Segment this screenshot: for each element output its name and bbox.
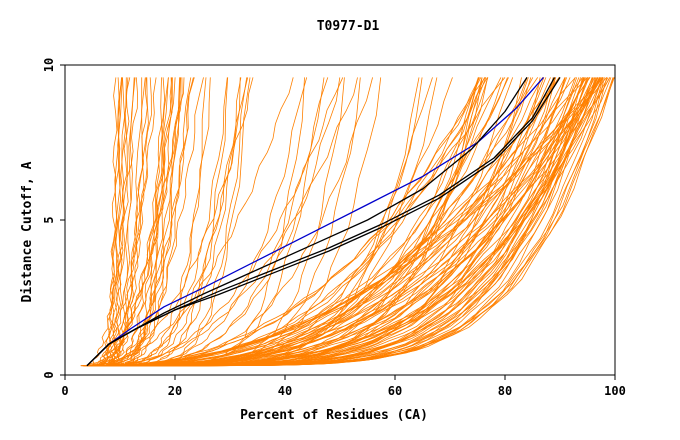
model-curve [98, 77, 607, 367]
x-tick-label: 40 [278, 384, 292, 398]
model-curve [101, 77, 557, 367]
y-axis-label: Distance Cutoff, A [20, 161, 35, 302]
y-tick-label: 5 [42, 216, 56, 223]
y-tick-label: 10 [42, 58, 56, 72]
model-curve [85, 77, 182, 367]
model-curve [86, 77, 576, 367]
model-curve [89, 77, 604, 367]
model-curve [88, 77, 603, 367]
x-tick-label: 20 [168, 384, 182, 398]
y-tick-label: 0 [42, 371, 56, 378]
x-tick-label: 80 [498, 384, 512, 398]
x-axis: 0 20 40 60 80 100 [61, 375, 626, 398]
model-curve [83, 77, 483, 367]
x-axis-label: Percent of Residues (CA) [240, 408, 428, 423]
x-tick-label: 100 [604, 384, 626, 398]
model-curve [85, 77, 157, 367]
model-curve [101, 77, 602, 367]
model-curve [89, 77, 591, 367]
black-model-curve [86, 77, 528, 367]
blue-model-curve [86, 76, 544, 367]
plot-lines [80, 76, 615, 367]
model-curve [82, 77, 604, 367]
model-curve [83, 77, 480, 367]
x-tick-label: 0 [61, 384, 68, 398]
model-curve [105, 77, 604, 367]
model-curve [85, 77, 181, 367]
chart-title: T0977-D1 [317, 19, 380, 34]
model-curve [91, 77, 551, 367]
model-curve [84, 77, 173, 367]
model-curve [105, 77, 195, 367]
black-model-curve [86, 77, 561, 367]
x-tick-label: 60 [388, 384, 402, 398]
model-curve [89, 77, 180, 367]
model-curve [84, 77, 138, 367]
y-axis: 0 5 10 [42, 58, 65, 379]
